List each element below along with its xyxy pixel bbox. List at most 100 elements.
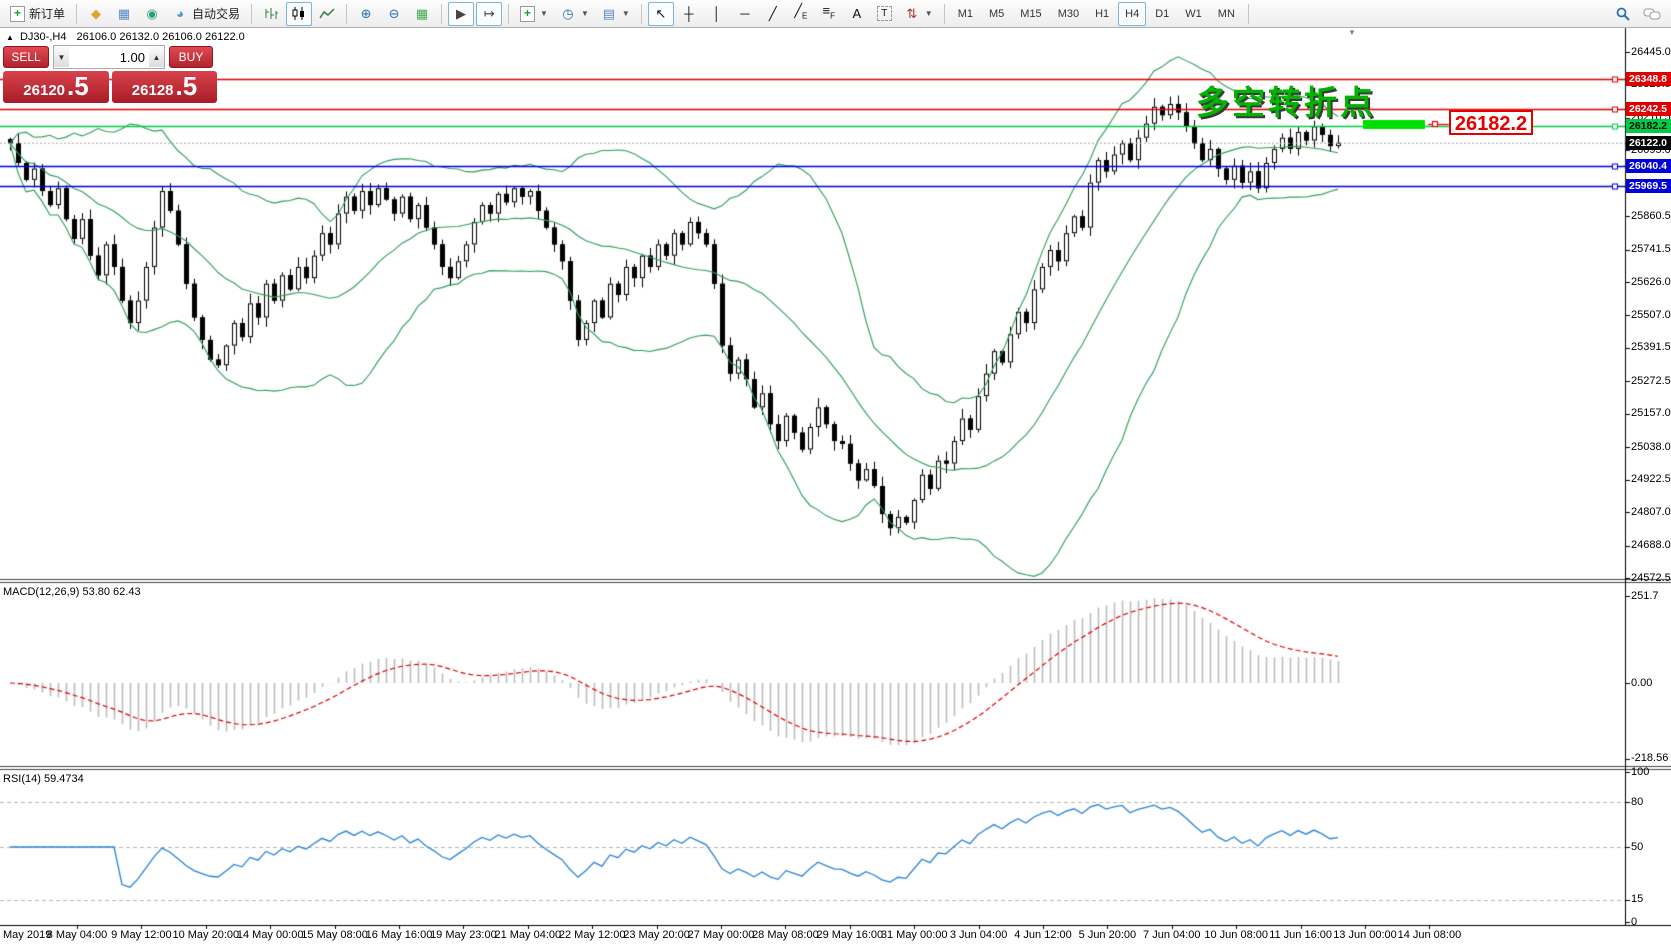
templates-button[interactable]: ▤ ▼ <box>596 2 635 26</box>
buy-button[interactable]: BUY <box>169 46 213 68</box>
rsi-tick-label: 100 <box>1631 765 1650 778</box>
collapse-panel-icon[interactable]: ▲ <box>6 33 14 42</box>
price-level-badge: 26040.4 <box>1626 158 1671 173</box>
equidistant-channel-button[interactable]: ╱E <box>788 2 814 26</box>
sell-price-main: 26120 <box>23 82 66 99</box>
timeframe-m1[interactable]: M1 <box>951 2 980 26</box>
new-order-button-label: 新订单 <box>29 7 66 21</box>
indicators-icon: + <box>520 5 536 22</box>
horizontal-line-button[interactable]: ─ <box>732 2 758 26</box>
price-axis[interactable]: 26445.026329.526210.526095.025860.525741… <box>1626 0 1671 947</box>
auto-scroll-button[interactable]: ▶ <box>448 1 475 26</box>
arrows-icon: ⇅ <box>906 5 918 21</box>
rsi-tick-label: 15 <box>1631 893 1644 905</box>
chart-shift-marker-icon[interactable]: ▼ <box>1348 28 1356 37</box>
tile-windows-button[interactable]: ▦ <box>409 2 435 26</box>
new-order-icon: + <box>10 5 25 22</box>
dropdown-arrow-icon[interactable]: ▼ <box>621 9 630 18</box>
toolbar-separator <box>441 3 443 24</box>
volume-increase-button[interactable]: ▲ <box>149 47 164 67</box>
bar-chart-icon <box>263 7 279 21</box>
text-label-button[interactable]: T <box>872 2 897 26</box>
time-label: 16 May 16:00 <box>365 929 433 941</box>
toolbar-separator <box>1247 3 1249 24</box>
trendline-button[interactable]: ╱ <box>760 2 786 26</box>
navigator-icon: ◉ <box>146 5 158 21</box>
candlestick-chart-button[interactable] <box>286 1 313 26</box>
time-label: 22 May 12:00 <box>558 929 626 941</box>
time-label: 11 Jun 16:00 <box>1269 929 1332 941</box>
tile-windows-icon: ▦ <box>415 5 429 21</box>
time-label: 5 Jun 20:00 <box>1078 929 1137 941</box>
macd-tick-label: -218.56 <box>1631 752 1669 765</box>
profiles-button[interactable]: ◆ <box>83 2 109 26</box>
timeframe-d1[interactable]: D1 <box>1148 2 1176 26</box>
timeframe-mn[interactable]: MN <box>1211 2 1242 26</box>
price-tick-label: 25507.0 <box>1631 308 1671 321</box>
vertical-line-icon: │ <box>712 5 721 21</box>
sell-price[interactable]: 26120 .5 <box>3 71 109 103</box>
cursor-button[interactable]: ↖ <box>647 1 674 26</box>
search-button[interactable] <box>1610 2 1636 26</box>
dropdown-arrow-icon[interactable]: ▼ <box>540 9 548 18</box>
price-tick-label: 25038.0 <box>1631 440 1671 453</box>
new-order-button[interactable]: + 新订单 <box>5 2 70 26</box>
dropdown-arrow-icon[interactable]: ▼ <box>580 9 589 18</box>
price-tick-label: 24688.0 <box>1631 539 1671 552</box>
bar-chart-button[interactable] <box>258 2 284 26</box>
time-label: 14 Jun 08:00 <box>1397 929 1462 941</box>
zoom-out-button[interactable]: ⊖ <box>381 2 407 26</box>
text-label-icon: T <box>876 6 892 21</box>
buy-price-frac: .5 <box>175 71 198 101</box>
volume-decrease-button[interactable]: ▼ <box>54 47 69 67</box>
price-level-badge: 25969.5 <box>1626 178 1671 193</box>
price-tick-label: 25391.5 <box>1631 341 1671 354</box>
crosshair-button[interactable]: ┼ <box>676 2 702 26</box>
timeframe-m1-label: M1 <box>957 7 973 20</box>
macd-tick-label: 0.00 <box>1631 676 1653 689</box>
dropdown-arrow-icon[interactable]: ▼ <box>924 9 933 18</box>
chat-button[interactable] <box>1638 2 1666 26</box>
zoom-in-button[interactable]: ⊕ <box>353 2 379 26</box>
sell-button[interactable]: SELL <box>3 46 49 68</box>
indicators-button[interactable]: + ▼ <box>515 2 553 26</box>
timeframe-m30[interactable]: M30 <box>1051 2 1086 26</box>
timeframe-w1-label: W1 <box>1185 7 1202 20</box>
trendline-icon: ╱ <box>768 5 777 21</box>
timeframe-h4[interactable]: H4 <box>1118 1 1147 26</box>
candlestick-icon <box>291 6 307 21</box>
time-label: 7 Jun 04:00 <box>1143 929 1201 941</box>
time-label: 19 May 23:00 <box>430 929 497 941</box>
timeframe-m15[interactable]: M15 <box>1013 2 1048 26</box>
line-chart-button[interactable] <box>314 2 340 26</box>
time-axis[interactable]: May 2019 8 May 04:00 9 May 12:00 10 May 20:… <box>0 929 1625 947</box>
price-annotation-box[interactable]: 26182.2 <box>1449 110 1533 135</box>
charts-window-button[interactable]: ▦ <box>111 2 137 26</box>
volume-stepper: ▼ ▲ <box>53 45 165 69</box>
price-tick-label: 25272.5 <box>1631 374 1671 387</box>
chinese-annotation-text[interactable]: 多空转折点 <box>1196 84 1376 121</box>
periods-button[interactable]: ◷ ▼ <box>555 2 594 26</box>
arrows-button[interactable]: ⇅ ▼ <box>899 2 938 26</box>
timeframe-w1[interactable]: W1 <box>1178 2 1209 26</box>
volume-input[interactable] <box>69 48 149 66</box>
navigator-button[interactable]: ◉ <box>139 2 165 26</box>
buy-price[interactable]: 26128 .5 <box>112 71 217 103</box>
chat-icon <box>1643 7 1661 21</box>
sell-price-frac: .5 <box>67 71 89 101</box>
timeframe-m5[interactable]: M5 <box>982 2 1011 26</box>
vertical-line-button[interactable]: │ <box>704 2 730 26</box>
toolbar-separator <box>346 3 348 24</box>
timeframe-h1[interactable]: H1 <box>1088 2 1116 26</box>
autotrading-button[interactable]: ◕ 自动交易 <box>167 2 245 26</box>
text-button[interactable]: A <box>844 2 870 26</box>
fibonacci-button[interactable]: ≡F <box>816 2 842 26</box>
toolbar-separator <box>640 3 642 24</box>
cursor-icon: ↖ <box>655 5 667 21</box>
price-tick-label: 24922.5 <box>1631 473 1671 486</box>
time-label: 8 May 04:00 <box>46 929 108 941</box>
text-a-icon: A <box>852 5 862 21</box>
chart-shift-button[interactable]: ↦ <box>476 1 503 26</box>
timeframe-d1-label: D1 <box>1155 7 1170 20</box>
